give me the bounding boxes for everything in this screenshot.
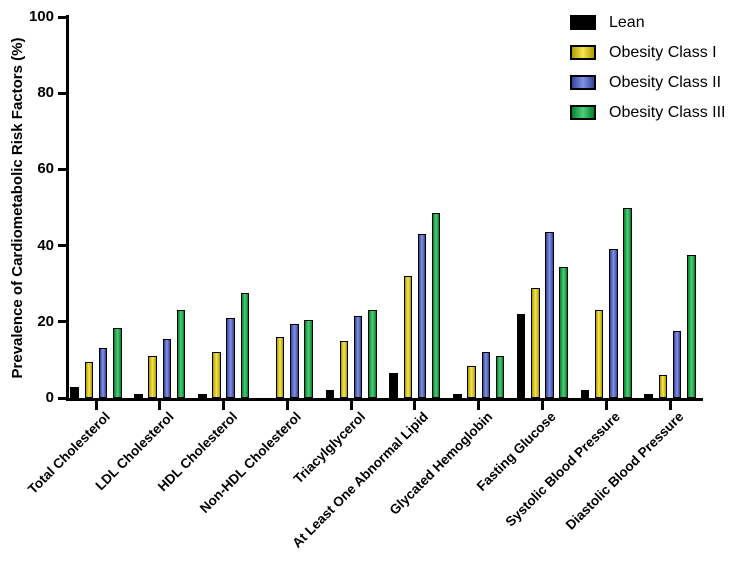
legend-swatch-icon xyxy=(570,45,596,60)
y-tick xyxy=(58,15,67,19)
bar-obesity-class-ii xyxy=(609,249,618,398)
x-tick xyxy=(222,401,226,410)
bar-lean xyxy=(453,394,462,398)
bar-obesity-class-ii xyxy=(226,317,235,398)
bar-obesity-class-i xyxy=(275,337,285,398)
bar-obesity-class-ii xyxy=(98,348,108,398)
x-category-label: At Least One Abnormal Lipid xyxy=(289,409,432,551)
x-tick xyxy=(477,401,481,410)
bar-lean xyxy=(134,394,143,398)
bar-obesity-class-iii xyxy=(431,213,441,398)
y-tick xyxy=(58,320,67,324)
bar-obesity-class-ii xyxy=(417,234,427,398)
bar-obesity-class-iii xyxy=(559,266,568,398)
y-tick xyxy=(58,91,67,95)
bar-obesity-class-i xyxy=(403,276,413,398)
x-category-label: Systolic Blood Pressure xyxy=(502,409,623,530)
bar-obesity-class-ii xyxy=(290,323,299,398)
y-tick-label: 80 xyxy=(37,84,54,102)
bar-obesity-class-i xyxy=(658,375,668,398)
bar-lean xyxy=(516,314,526,398)
bar-obesity-class-ii xyxy=(481,352,491,398)
x-axis-line xyxy=(66,398,703,401)
x-tick xyxy=(349,401,353,410)
y-tick-label: 20 xyxy=(37,312,54,330)
legend-swatch-icon xyxy=(570,15,596,30)
bar-lean xyxy=(198,394,207,398)
bar-obesity-class-ii xyxy=(672,331,682,398)
bar-obesity-class-i xyxy=(594,310,604,398)
x-tick xyxy=(668,401,672,410)
legend-item: Obesity Class III xyxy=(570,104,725,121)
legend-swatch-icon xyxy=(570,75,596,90)
y-tick xyxy=(58,396,67,400)
x-tick xyxy=(413,401,417,410)
bar-obesity-class-iii xyxy=(176,310,186,398)
x-tick xyxy=(158,401,162,410)
bar-obesity-class-i xyxy=(212,352,221,398)
y-tick-label: 100 xyxy=(28,8,54,25)
bar-lean xyxy=(389,373,398,398)
x-tick xyxy=(604,401,608,410)
bar-obesity-class-i xyxy=(531,287,540,398)
legend-item: Obesity Class II xyxy=(570,74,725,91)
y-axis-title: Prevalence of Cardiometabolic Risk Facto… xyxy=(9,37,26,379)
legend-item: Obesity Class I xyxy=(570,44,725,61)
legend-item: Lean xyxy=(570,14,725,31)
bar-lean xyxy=(644,394,653,398)
bar-obesity-class-ii xyxy=(545,232,554,398)
bar-obesity-class-ii xyxy=(162,338,172,398)
bar-obesity-class-iii xyxy=(240,293,250,398)
x-category-label: Diastolic Blood Pressure xyxy=(562,409,687,533)
bar-obesity-class-iii xyxy=(623,207,632,398)
legend-label: Lean xyxy=(609,14,645,31)
bar-lean xyxy=(325,390,335,398)
bar-obesity-class-i xyxy=(339,340,349,398)
bar-obesity-class-iii xyxy=(368,310,377,398)
y-tick-label: 60 xyxy=(37,160,54,178)
bar-obesity-class-ii xyxy=(353,316,363,398)
y-tick-label: 40 xyxy=(37,236,54,254)
bar-obesity-class-iii xyxy=(304,319,313,398)
bar-obesity-class-iii xyxy=(113,327,122,398)
legend-label: Obesity Class I xyxy=(609,44,717,61)
y-tick-label: 0 xyxy=(45,389,54,406)
y-tick xyxy=(58,167,67,171)
x-tick xyxy=(94,401,98,410)
y-tick xyxy=(58,244,67,248)
bar-obesity-class-iii xyxy=(495,356,505,398)
bar-obesity-class-i xyxy=(467,365,476,398)
bar-obesity-class-i xyxy=(84,361,94,398)
bar-obesity-class-i xyxy=(148,356,157,398)
legend-swatch-icon xyxy=(570,105,596,120)
x-tick xyxy=(285,401,289,410)
y-axis-line xyxy=(66,15,69,401)
bar-lean xyxy=(580,390,590,398)
x-tick xyxy=(540,401,544,410)
legend: Lean Obesity Class I Obesity Class II Obesi… xyxy=(570,14,725,121)
legend-label: Obesity Class II xyxy=(609,74,722,91)
bar-lean xyxy=(70,386,79,398)
legend-label: Obesity Class III xyxy=(609,104,726,121)
bar-obesity-class-iii xyxy=(687,255,696,398)
